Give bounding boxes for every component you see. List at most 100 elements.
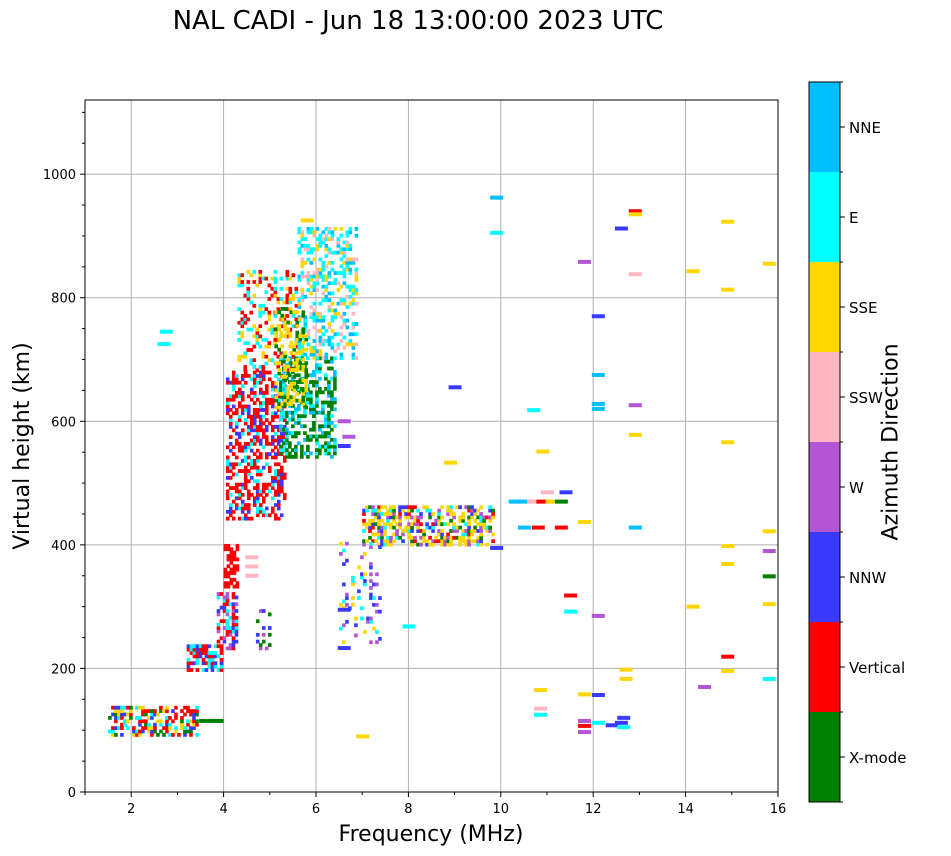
echo-point [330,291,335,296]
echo-point [304,381,309,386]
echo-point [264,452,269,456]
echo-point [431,512,435,516]
echo-point [276,297,281,301]
echo-point [351,284,356,289]
echo-point [312,373,316,378]
echo-point [372,626,376,631]
echo-point [279,451,283,456]
echo-point [252,408,257,412]
echo-point [422,539,426,544]
echo-point [446,512,450,516]
echo-point [458,525,462,530]
echo-point [369,596,373,600]
echo-point [222,595,227,600]
echo-point [138,705,142,710]
echo-point [282,455,287,460]
echo-point [240,310,245,315]
echo-point [389,535,393,540]
echo-point [309,380,313,384]
echo-point [461,529,465,533]
echo-point [298,317,303,321]
echo-point [309,349,314,354]
echo-point [363,582,367,587]
echo-point [150,729,154,734]
echo-point [425,525,429,530]
echo-point [207,644,212,649]
echo-point [324,356,329,360]
echo-point [342,254,347,258]
echo-point [258,303,263,308]
echo-point [258,428,263,433]
echo-point [321,332,326,337]
echo-point [339,626,343,631]
echo-point [321,400,325,405]
echo-point [192,644,197,649]
echo-point [312,281,317,286]
echo-point [258,489,263,494]
echo-point [279,465,284,470]
echo-point [282,448,286,452]
echo-point [392,508,396,513]
echo-point [301,357,306,362]
echo-point [351,579,355,583]
echo-point [261,509,266,514]
echo-point [228,513,233,518]
echo-point [280,402,285,406]
echo-point [267,397,272,402]
echo-point [246,496,251,501]
echo-point [252,380,257,385]
echo-point [141,729,145,734]
echo-point [231,370,236,375]
chart-title: NAL CADI - Jun 18 13:00:00 2023 UTC [172,6,664,36]
echo-point [321,431,325,435]
echo-point [261,639,266,644]
echo-point [342,271,347,275]
echo-point [301,313,306,318]
echo-point [243,293,248,298]
echo-point [464,539,468,544]
echo-point [298,378,303,383]
echo-point [235,581,240,586]
echo-point [234,639,239,644]
echo-point [276,516,281,521]
echo-point [258,401,263,406]
echo-point [479,505,483,510]
echo-point [372,596,376,600]
echo-point [315,226,320,231]
echo-point [342,548,346,553]
echo-point [306,288,311,292]
echo-point [295,361,300,366]
echo-point [413,535,417,540]
echo-point [292,388,297,393]
echo-point [291,424,295,429]
echo-point [207,664,212,669]
echo-point [264,397,269,402]
echo-point [446,532,450,537]
echo-point [240,273,245,278]
echo-point [371,512,375,516]
echo-point [327,237,332,241]
echo-point [273,269,278,274]
echo-point [261,370,266,375]
echo-point [243,351,248,356]
echo-point [327,308,332,313]
echo-point [231,472,236,477]
echo-point [294,341,299,346]
echo-point [485,515,489,520]
echo-point [300,230,305,235]
echo-point [617,715,631,720]
echo-point [395,515,399,520]
echo-point [219,664,224,669]
echo-point [541,490,554,495]
echo-point [153,729,157,734]
echo-point [440,505,444,510]
echo-point [440,522,444,527]
echo-point [204,661,209,666]
echo-point [204,647,209,652]
echo-point [375,602,379,607]
echo-point [294,344,299,349]
echo-point [288,444,292,449]
echo-point [273,293,278,298]
echo-point [577,259,591,264]
